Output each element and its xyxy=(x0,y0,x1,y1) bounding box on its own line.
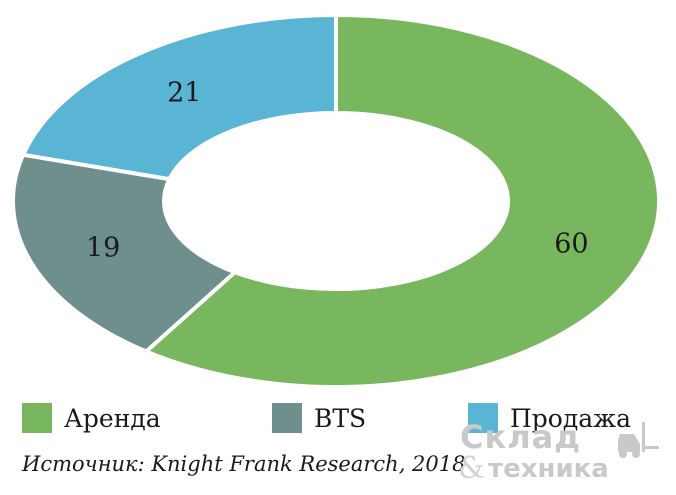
slice-bts xyxy=(11,152,239,354)
slice-prodazha xyxy=(20,12,338,182)
legend-item-prodazha: Продажа xyxy=(468,398,631,438)
legend-swatch-prodazha xyxy=(468,403,498,433)
donut-chart: 60 19 21 xyxy=(11,12,661,389)
data-label-arenda: 60 xyxy=(554,228,588,259)
forklift-icon xyxy=(618,422,659,458)
watermark-line1: Склад xyxy=(460,418,582,456)
chart-legend: Аренда BTS Продажа xyxy=(0,398,676,438)
source-note: Источник: Knight Frank Research, 2018 xyxy=(22,452,466,476)
sklad-tekhnika-watermark: Склад & техника xyxy=(452,420,667,490)
legend-item-bts: BTS xyxy=(272,398,366,438)
data-label-prodazha: 21 xyxy=(167,78,201,109)
legend-label-bts: BTS xyxy=(314,403,367,433)
legend-label-arenda: Аренда xyxy=(64,403,161,433)
legend-swatch-bts xyxy=(272,403,302,433)
legend-swatch-arenda xyxy=(22,403,52,433)
legend-label-prodazha: Продажа xyxy=(510,403,632,433)
watermark-line2: техника xyxy=(488,454,609,484)
data-label-bts: 19 xyxy=(86,232,120,263)
legend-item-arenda: Аренда xyxy=(22,398,161,438)
slice-arenda xyxy=(142,12,661,389)
watermark-amp: & xyxy=(458,451,485,486)
